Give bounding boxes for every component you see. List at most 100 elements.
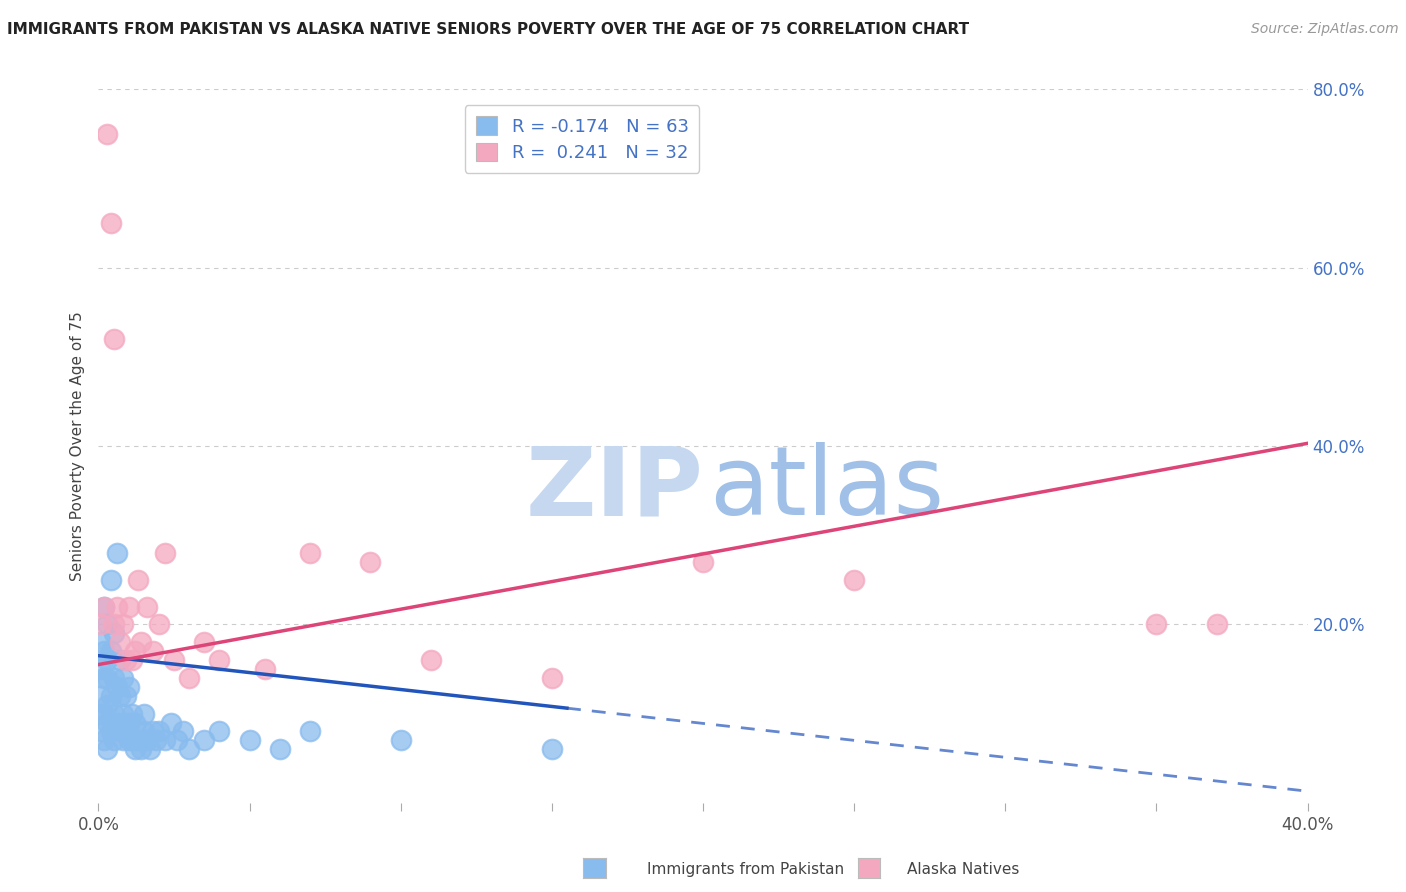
Point	[96, 653, 118, 667]
Point	[145, 733, 167, 747]
Point	[100, 689, 122, 703]
Point	[90, 617, 112, 632]
Point	[193, 635, 215, 649]
Point	[389, 733, 412, 747]
Point	[100, 216, 122, 230]
Point	[96, 671, 118, 685]
Point	[163, 653, 186, 667]
Point	[93, 644, 115, 658]
Point	[105, 546, 128, 560]
Point	[96, 698, 118, 712]
Text: Alaska Natives: Alaska Natives	[907, 863, 1019, 877]
Point	[121, 733, 143, 747]
Point	[121, 653, 143, 667]
Point	[172, 724, 194, 739]
Point	[135, 599, 157, 614]
Point	[253, 662, 276, 676]
Point	[111, 706, 134, 721]
Point	[124, 742, 146, 756]
Point	[100, 724, 122, 739]
Point	[105, 599, 128, 614]
Point	[93, 671, 115, 685]
Point	[108, 653, 131, 667]
Point	[111, 671, 134, 685]
Point	[108, 689, 131, 703]
Point	[135, 733, 157, 747]
Point	[166, 733, 188, 747]
Point	[96, 715, 118, 730]
Point	[142, 724, 165, 739]
Point	[90, 662, 112, 676]
Point	[111, 617, 134, 632]
Point	[105, 715, 128, 730]
Point	[269, 742, 291, 756]
Point	[103, 617, 125, 632]
Point	[108, 635, 131, 649]
Point	[139, 742, 162, 756]
Point	[124, 644, 146, 658]
Point	[118, 733, 141, 747]
Point	[127, 733, 149, 747]
Point	[108, 724, 131, 739]
Point	[118, 680, 141, 694]
Point	[103, 626, 125, 640]
Point	[96, 742, 118, 756]
Text: ZIP: ZIP	[524, 442, 703, 535]
Point	[118, 715, 141, 730]
Point	[193, 733, 215, 747]
Point	[540, 671, 562, 685]
Point	[114, 653, 136, 667]
Point	[208, 724, 231, 739]
Point	[121, 706, 143, 721]
Text: Source: ZipAtlas.com: Source: ZipAtlas.com	[1251, 22, 1399, 37]
Legend: R = -0.174   N = 63, R =  0.241   N = 32: R = -0.174 N = 63, R = 0.241 N = 32	[465, 105, 699, 173]
Point	[100, 644, 122, 658]
Point	[114, 689, 136, 703]
Point	[1144, 617, 1167, 632]
Point	[93, 599, 115, 614]
Point	[208, 653, 231, 667]
Text: IMMIGRANTS FROM PAKISTAN VS ALASKA NATIVE SENIORS POVERTY OVER THE AGE OF 75 COR: IMMIGRANTS FROM PAKISTAN VS ALASKA NATIV…	[7, 22, 969, 37]
Text: atlas: atlas	[709, 442, 945, 535]
Point	[129, 742, 152, 756]
Point	[105, 680, 128, 694]
Point	[148, 617, 170, 632]
Point	[132, 724, 155, 739]
Point	[93, 706, 115, 721]
Point	[692, 555, 714, 569]
Point	[100, 573, 122, 587]
Point	[118, 599, 141, 614]
Y-axis label: Seniors Poverty Over the Age of 75: Seniors Poverty Over the Age of 75	[70, 311, 86, 581]
Point	[142, 644, 165, 658]
Point	[93, 733, 115, 747]
Text: Immigrants from Pakistan: Immigrants from Pakistan	[647, 863, 844, 877]
Point	[127, 573, 149, 587]
Point	[103, 671, 125, 685]
Point	[89, 706, 111, 721]
Point	[93, 599, 115, 614]
Point	[160, 715, 183, 730]
Point	[103, 733, 125, 747]
Point	[179, 671, 201, 685]
Point	[132, 706, 155, 721]
Point	[96, 127, 118, 141]
Point	[103, 706, 125, 721]
Point	[299, 546, 322, 560]
Point	[153, 546, 176, 560]
Point	[299, 724, 322, 739]
Point	[114, 724, 136, 739]
Point	[148, 724, 170, 739]
Point	[360, 555, 382, 569]
Point	[90, 724, 112, 739]
Point	[129, 635, 152, 649]
Point	[153, 733, 176, 747]
Point	[239, 733, 262, 747]
Point	[90, 635, 112, 649]
Point	[1206, 617, 1229, 632]
Point	[111, 733, 134, 747]
Point	[540, 742, 562, 756]
Point	[844, 573, 866, 587]
Point	[124, 715, 146, 730]
Point	[90, 689, 112, 703]
Point	[420, 653, 443, 667]
